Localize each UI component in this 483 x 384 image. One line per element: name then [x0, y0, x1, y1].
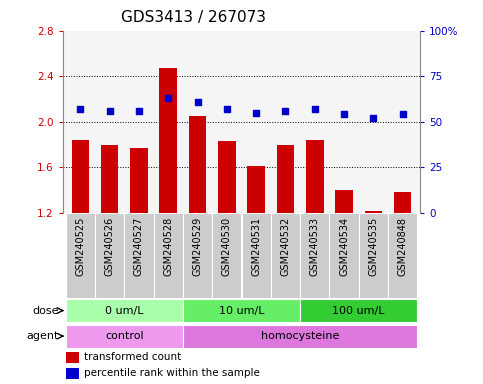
Text: GSM240525: GSM240525: [75, 217, 85, 276]
Text: GSM240848: GSM240848: [398, 217, 408, 276]
Bar: [183, 324, 417, 348]
Text: GSM240528: GSM240528: [163, 217, 173, 276]
Bar: [189, 116, 206, 212]
Text: GSM240531: GSM240531: [251, 217, 261, 276]
Bar: [306, 140, 324, 212]
Text: homocysteine: homocysteine: [261, 331, 339, 341]
Bar: [329, 212, 359, 298]
Point: [340, 111, 348, 118]
Point: [369, 115, 377, 121]
Text: GDS3413 / 267073: GDS3413 / 267073: [121, 10, 266, 25]
Bar: [101, 146, 118, 212]
Bar: [359, 212, 388, 298]
Bar: [218, 141, 236, 212]
Bar: [66, 212, 95, 298]
Bar: [394, 192, 412, 212]
Text: GSM240527: GSM240527: [134, 217, 144, 276]
Point: [135, 108, 143, 114]
Text: GSM240532: GSM240532: [281, 217, 290, 276]
Bar: [95, 212, 124, 298]
Bar: [212, 212, 242, 298]
Bar: [130, 148, 148, 212]
Point: [282, 108, 289, 114]
Bar: [66, 367, 79, 379]
Bar: [300, 212, 329, 298]
Text: GSM240530: GSM240530: [222, 217, 232, 276]
Text: agent: agent: [26, 331, 58, 341]
Text: GSM240533: GSM240533: [310, 217, 320, 276]
Point: [164, 95, 172, 101]
Point: [223, 106, 231, 112]
Bar: [183, 212, 212, 298]
Bar: [388, 212, 417, 298]
Bar: [66, 299, 183, 322]
Text: dose: dose: [32, 306, 58, 316]
Text: GSM240535: GSM240535: [369, 217, 378, 276]
Text: transformed count: transformed count: [84, 353, 182, 362]
Bar: [300, 299, 417, 322]
Text: GSM240534: GSM240534: [339, 217, 349, 276]
Point: [76, 106, 84, 112]
Text: percentile rank within the sample: percentile rank within the sample: [84, 368, 260, 378]
Bar: [71, 140, 89, 212]
Bar: [154, 212, 183, 298]
Text: 100 um/L: 100 um/L: [332, 306, 385, 316]
Point: [311, 106, 319, 112]
Bar: [247, 166, 265, 212]
Bar: [66, 352, 79, 363]
Text: 10 um/L: 10 um/L: [219, 306, 264, 316]
Bar: [277, 146, 294, 212]
Bar: [159, 68, 177, 212]
Point: [194, 99, 201, 105]
Text: GSM240529: GSM240529: [193, 217, 202, 276]
Bar: [183, 299, 300, 322]
Point: [106, 108, 114, 114]
Point: [399, 111, 407, 118]
Text: 0 um/L: 0 um/L: [105, 306, 143, 316]
Bar: [242, 212, 271, 298]
Bar: [271, 212, 300, 298]
Bar: [66, 324, 183, 348]
Text: control: control: [105, 331, 143, 341]
Point: [252, 109, 260, 116]
Bar: [124, 212, 154, 298]
Text: GSM240526: GSM240526: [105, 217, 114, 276]
Bar: [335, 190, 353, 212]
